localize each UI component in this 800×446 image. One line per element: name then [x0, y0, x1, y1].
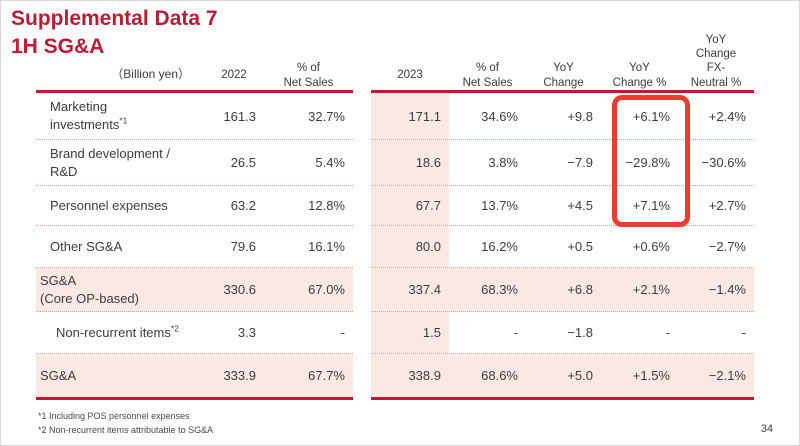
cell-pct-2023: 16.2%	[481, 239, 518, 254]
cell-yoy-change-pct: -	[665, 325, 670, 340]
cell-yoy-fx-neutral: −30.6%	[701, 155, 746, 170]
table-row-brand-development-rd: Brand development / R&D 26.5 5.4% 18.6 3…	[36, 140, 754, 186]
sga-table: （Billion yen） 2022 % of Net Sales 2023 %…	[36, 34, 754, 400]
cell-2023: 18.6	[371, 140, 449, 185]
table-header-row: （Billion yen） 2022 % of Net Sales 2023 %…	[36, 34, 754, 90]
header-yoy-change-fx-neutral: YoY Change FX- Neutral %	[690, 33, 742, 89]
cell-pct-2022: 12.8%	[308, 198, 345, 213]
cell-2023: 1.5	[371, 312, 449, 353]
cell-yoy-change-pct: +7.1%	[632, 198, 670, 213]
cell-pct-2023: 34.6%	[481, 108, 518, 124]
table-row-marketing-investments: Marketing investments*1 161.3 32.7% 171.…	[36, 90, 754, 140]
row-label: Brand development / R&D	[50, 145, 170, 179]
row-label: Marketing investments*1	[50, 99, 128, 132]
cell-yoy-change: −7.9	[567, 155, 593, 170]
cell-2023: 80.0	[371, 226, 449, 267]
table-row-other-sga: Other SG&A 79.6 16.1% 80.0 16.2% +0.5 +0…	[36, 226, 754, 268]
cell-yoy-change: +4.5	[567, 198, 593, 213]
cell-2023: 338.9	[408, 368, 441, 383]
footnote-marker: *2	[170, 323, 179, 334]
cell-pct-2022: 16.1%	[308, 239, 345, 254]
header-yoy-change-pct: YoY Change %	[612, 62, 667, 89]
table-row-non-recurrent-items: Non-recurrent items*2 3.3 - 1.5 - −1.8 -…	[36, 312, 754, 354]
row-label: Non-recurrent items*2	[56, 323, 179, 340]
footnote-marker: *1	[119, 115, 128, 126]
cell-yoy-change-pct: +2.1%	[632, 282, 670, 297]
cell-2023: 337.4	[408, 282, 441, 297]
cell-pct-2022: 67.0%	[308, 282, 345, 297]
unit-label: （Billion yen）	[111, 67, 190, 81]
cell-pct-2023: -	[513, 325, 518, 340]
row-label: SG&A	[40, 367, 77, 383]
cell-yoy-change: −1.8	[567, 325, 593, 340]
slide-title-line2: 1H SG&A	[11, 34, 105, 58]
cell-yoy-fx-neutral: +2.7%	[708, 198, 746, 213]
header-2023: 2023	[397, 68, 423, 81]
cell-yoy-change-pct: +6.1%	[632, 108, 670, 124]
cell-yoy-change: +0.5	[567, 239, 593, 254]
header-pct-net-sales-2022: % of Net Sales	[283, 62, 334, 89]
table-row-sga-core-op-based: SG&A (Core OP-based) 330.6 67.0% 337.4 6…	[36, 268, 754, 312]
row-label: SG&A (Core OP-based)	[40, 272, 139, 306]
cell-2022: 3.3	[237, 325, 256, 340]
cell-yoy-change: +5.0	[567, 368, 593, 383]
cell-yoy-fx-neutral: −2.1%	[708, 368, 746, 383]
cell-2022: 79.6	[230, 239, 256, 254]
table-row-sga-total: SG&A 333.9 67.7% 338.9 68.6% +5.0 +1.5% …	[36, 354, 754, 400]
cell-yoy-change: +9.8	[567, 108, 593, 124]
cell-yoy-fx-neutral: −1.4%	[708, 282, 746, 297]
cell-2022: 161.3	[223, 108, 256, 124]
footnote-1: *1 Including POS personnel expenses	[38, 411, 190, 421]
cell-yoy-change-pct: +1.5%	[632, 368, 670, 383]
cell-2022: 330.6	[223, 282, 256, 297]
cell-pct-2022: 32.7%	[308, 108, 345, 124]
row-label: Personnel expenses	[50, 197, 168, 213]
cell-pct-2023: 68.3%	[481, 282, 518, 297]
cell-2022: 26.5	[230, 155, 256, 170]
cell-yoy-fx-neutral: −2.7%	[708, 239, 746, 254]
cell-pct-2023: 68.6%	[481, 368, 518, 383]
page-number: 34	[760, 423, 773, 435]
cell-pct-2022: -	[340, 325, 345, 340]
cell-yoy-fx-neutral: +2.4%	[708, 108, 746, 124]
table-row-personnel-expenses: Personnel expenses 63.2 12.8% 67.7 13.7%…	[36, 186, 754, 226]
cell-pct-2023: 13.7%	[481, 198, 518, 213]
cell-yoy-fx-neutral: -	[741, 325, 746, 340]
cell-yoy-change-pct: +0.6%	[632, 239, 670, 254]
cell-pct-2023: 3.8%	[488, 155, 518, 170]
cell-pct-2022: 5.4%	[315, 155, 345, 170]
cell-yoy-change: +6.8	[567, 282, 593, 297]
cell-2023: 67.7	[371, 186, 449, 225]
cell-2022: 63.2	[230, 198, 256, 213]
slide-title: Supplemental Data 7 1H SG&A	[11, 5, 218, 60]
row-label: Other SG&A	[50, 238, 123, 254]
cell-2022: 333.9	[223, 368, 256, 383]
header-pct-net-sales-2023: % of Net Sales	[462, 62, 513, 89]
cell-2023: 171.1	[371, 93, 449, 139]
footnotes: *1 Including POS personnel expenses *2 N…	[38, 410, 213, 437]
slide-title-line1: Supplemental Data 7	[11, 7, 218, 30]
header-2022: 2022	[221, 68, 247, 81]
cell-yoy-change-pct: −29.8%	[625, 155, 670, 170]
cell-pct-2022: 67.7%	[308, 368, 345, 383]
header-yoy-change: YoY Change	[543, 62, 584, 89]
footnote-2: *2 Non-recurrent items attributable to S…	[38, 424, 214, 435]
